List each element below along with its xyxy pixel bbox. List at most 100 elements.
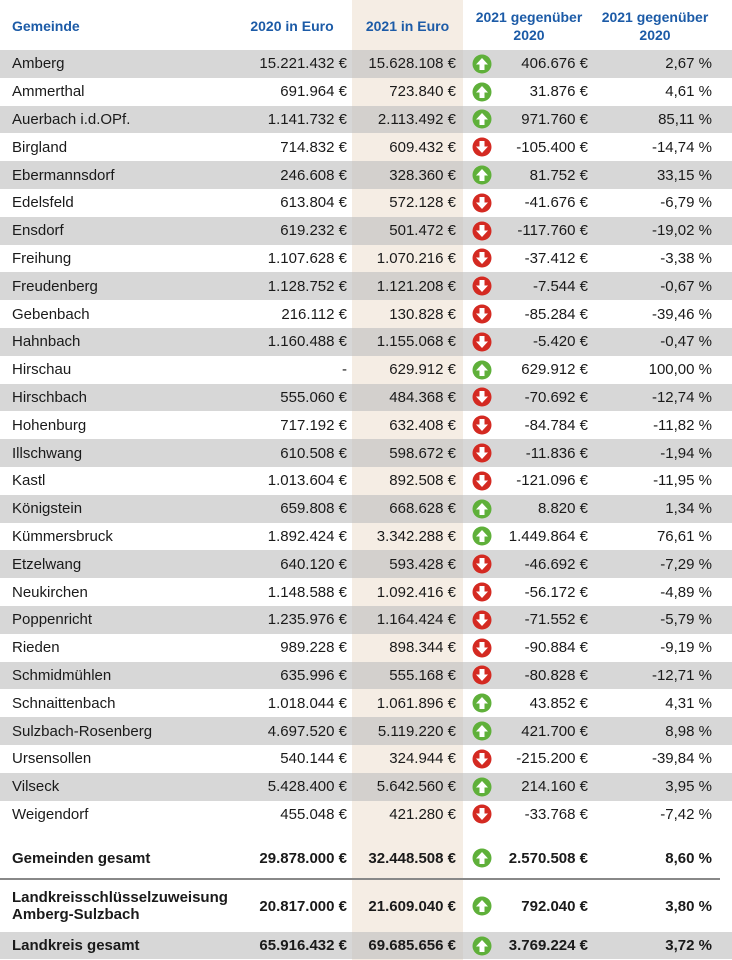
- table-row: Königstein 659.808 € 668.628 € 8.820 € 1,34 …: [0, 494, 732, 523]
- cell: 1.164.424 €: [376, 611, 456, 629]
- arrow-shape: [476, 725, 488, 738]
- column-header: 2020 in Euro: [250, 18, 334, 34]
- arrow-svg: [472, 804, 492, 824]
- cell: 1.061.896 €: [376, 694, 456, 712]
- arrow-down-icon: [472, 248, 492, 268]
- arrow-svg: [472, 665, 492, 685]
- cell: 85,11 %: [658, 110, 712, 128]
- cell: -6,79 %: [660, 194, 712, 212]
- cell: 214.160 €: [521, 778, 588, 796]
- table-row: Rieden 989.228 € 898.344 € -90.884 € -9,19 %: [0, 634, 732, 662]
- arrow-svg: [472, 109, 492, 129]
- cell: 598.672 €: [389, 444, 456, 462]
- cell: 406.676 €: [521, 55, 588, 73]
- cell: 610.508 €: [280, 444, 347, 462]
- cell: Hirschbach: [12, 388, 88, 406]
- cell: -0,47 %: [660, 333, 712, 351]
- table-row: Freudenberg 1.128.752 € 1.121.208 € -7.544 …: [0, 272, 732, 301]
- table-row: Kastl 1.013.604 € 892.508 € -121.096 € -11,9…: [0, 467, 732, 495]
- arrow-shape: [476, 530, 488, 543]
- cell: 593.428 €: [389, 555, 456, 573]
- arrow-shape: [476, 447, 488, 460]
- cell: Hirschau: [12, 361, 72, 379]
- cell: Landkreis gesamt: [12, 937, 140, 954]
- cell: 629.912 €: [389, 361, 456, 379]
- cell: 892.508 €: [389, 472, 456, 490]
- table-row: Weigendorf 455.048 € 421.280 € -33.768 € -7,…: [0, 801, 732, 829]
- arrow-shape: [476, 196, 488, 209]
- cell: 1.018.044 €: [267, 694, 347, 712]
- arrow-svg: [472, 221, 492, 241]
- arrow-shape: [476, 780, 488, 793]
- cell: 5.642.560 €: [376, 778, 456, 796]
- cell: -39,84 %: [651, 750, 712, 768]
- cell: 4,61 %: [665, 83, 712, 101]
- cell: -1,94 %: [660, 444, 712, 462]
- arrow-shape: [476, 113, 488, 126]
- arrow-shape: [476, 474, 488, 487]
- cell: 1.107.628 €: [267, 249, 347, 267]
- cell: -0,67 %: [660, 277, 712, 295]
- cell: -105.400 €: [516, 138, 588, 156]
- cell: Gemeinden gesamt: [12, 849, 151, 867]
- cell: Edelsfeld: [12, 194, 74, 212]
- column-header: 2021 gegenüber 2020: [475, 9, 583, 43]
- table-row: Amberg 15.221.432 € 15.628.108 € 406.676 € 2…: [0, 50, 732, 78]
- cell: -84.784 €: [524, 416, 588, 434]
- arrow-down-icon: [472, 137, 492, 157]
- cell: Hahnbach: [12, 333, 81, 351]
- cell: 2.113.492 €: [377, 110, 456, 128]
- cell: 609.432 €: [389, 138, 456, 156]
- cell: 421.700 €: [521, 722, 588, 740]
- arrow-up-icon: [472, 54, 492, 74]
- cell: Sulzbach-Rosenberg: [12, 722, 153, 740]
- cell: -7.544 €: [532, 277, 588, 295]
- cell: 723.840 €: [389, 83, 456, 101]
- cell: 3,80 %: [665, 897, 712, 915]
- table-row: Ensdorf 619.232 € 501.472 € -117.760 € -19,0…: [0, 216, 732, 245]
- cell: -7,29 %: [660, 555, 712, 573]
- table-row: Illschwang 610.508 € 598.672 € -11.836 € -1,…: [0, 439, 732, 467]
- column-header: 2021 gegenüber 2020: [601, 9, 709, 43]
- cell: Illschwang: [12, 444, 83, 462]
- cell: 324.944 €: [389, 750, 456, 768]
- cell: Freudenberg: [12, 277, 98, 295]
- cell: Poppenricht: [12, 611, 93, 629]
- cell: 1.013.604 €: [267, 472, 347, 490]
- cell: 5.428.400 €: [267, 778, 347, 796]
- arrow-svg: [472, 137, 492, 157]
- arrow-shape: [476, 57, 488, 70]
- cell: -5,79 %: [660, 611, 712, 629]
- arrow-svg: [472, 82, 492, 102]
- cell: 3.769.224 €: [508, 937, 588, 954]
- arrow-shape: [476, 169, 488, 182]
- cell: Neukirchen: [12, 583, 88, 601]
- arrow-up-icon: [472, 82, 492, 102]
- cell: -11.836 €: [525, 444, 588, 462]
- cell: 555.060 €: [280, 388, 347, 406]
- table-row: Neukirchen 1.148.588 € 1.092.416 € -56.172 …: [0, 578, 732, 606]
- cell: Königstein: [12, 500, 83, 518]
- arrow-svg: [472, 360, 492, 380]
- arrow-svg: [472, 471, 492, 491]
- arrow-shape: [476, 141, 488, 154]
- cell: 1.092.416 €: [376, 583, 456, 601]
- table-row: Kümmersbruck 1.892.424 € 3.342.288 € 1.449.…: [0, 523, 732, 551]
- cell: 65.916.432 €: [259, 937, 347, 954]
- cell: 691.964 €: [280, 83, 347, 101]
- cell: 1.148.588 €: [267, 583, 347, 601]
- arrow-up-icon: [472, 896, 492, 916]
- cell: 898.344 €: [389, 639, 456, 657]
- arrow-svg: [472, 443, 492, 463]
- arrow-shape: [476, 752, 488, 765]
- arrow-down-icon: [472, 443, 492, 463]
- arrow-svg: [472, 721, 492, 741]
- cell: Etzelwang: [12, 555, 82, 573]
- arrow-down-icon: [472, 582, 492, 602]
- cell: 1.155.068 €: [376, 333, 456, 351]
- arrow-shape: [476, 558, 488, 571]
- arrow-svg: [472, 610, 492, 630]
- arrow-svg: [472, 554, 492, 574]
- arrow-svg: [472, 54, 492, 74]
- cell: 43.852 €: [529, 694, 588, 712]
